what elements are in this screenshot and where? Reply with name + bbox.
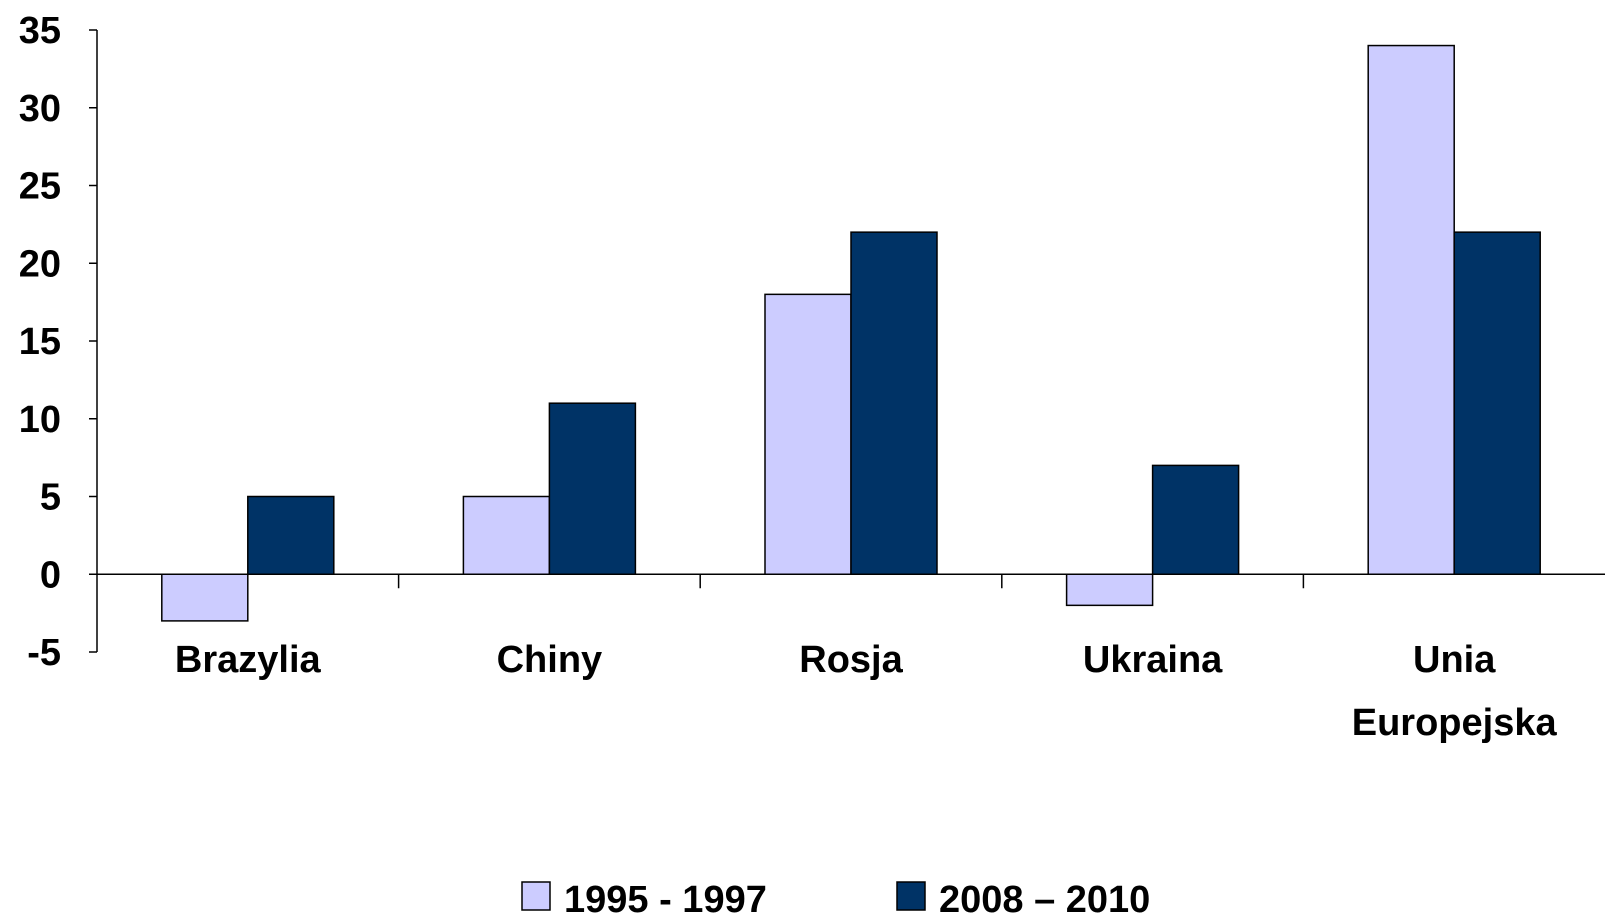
legend-label: 2008 – 2010 — [939, 879, 1150, 917]
y-axis-ticks: -5 0 5 10 15 20 25 30 35 — [19, 10, 97, 674]
legend-swatch — [896, 881, 926, 911]
bar — [247, 495, 335, 575]
y-tick-label: -5 — [27, 632, 61, 674]
legend: 1995 - 1997 2008 – 2010 — [521, 879, 1150, 917]
x-tick-label: Rosja — [799, 639, 903, 681]
x-tick-label: Ukraina — [1083, 639, 1223, 681]
y-tick-label: 20 — [19, 243, 61, 285]
bars — [161, 44, 1541, 622]
y-tick-label: 15 — [19, 321, 61, 363]
y-tick-label: 5 — [40, 477, 61, 519]
bar — [850, 231, 938, 575]
bar — [1453, 231, 1541, 575]
legend-label: 1995 - 1997 — [564, 879, 767, 917]
bar — [1151, 464, 1240, 575]
bar — [764, 293, 852, 575]
y-tick-label: 35 — [19, 10, 61, 52]
y-tick-label: 25 — [19, 166, 61, 208]
bar — [1367, 44, 1455, 576]
bar — [548, 402, 637, 576]
y-tick-label: 10 — [19, 399, 61, 441]
legend-swatch — [521, 881, 551, 911]
y-tick-label: 30 — [19, 88, 61, 130]
axes — [96, 30, 1605, 652]
x-tick-label: Brazylia — [175, 639, 322, 681]
x-tick-label: Chiny — [497, 639, 603, 681]
x-tick-label: Unia — [1413, 639, 1496, 681]
x-tick-label: Europejska — [1352, 702, 1558, 744]
x-axis-labels: Brazylia Chiny Rosja Ukraina Unia Europejska — [175, 639, 1558, 744]
bar — [462, 495, 551, 575]
bar — [161, 573, 249, 622]
bar — [1065, 573, 1154, 607]
y-tick-label: 0 — [40, 554, 61, 596]
